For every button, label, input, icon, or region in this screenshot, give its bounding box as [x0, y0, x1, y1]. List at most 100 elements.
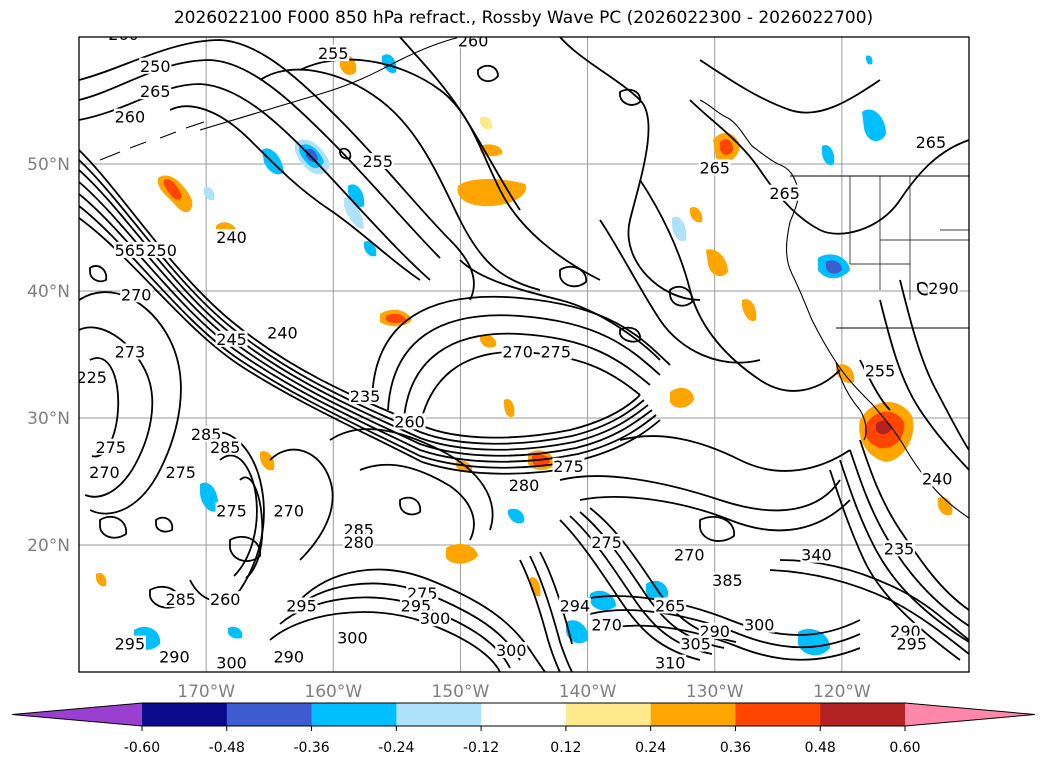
contour-label: 260	[113, 108, 146, 127]
contour-label-halo	[508, 476, 540, 493]
contour-label-halo	[190, 426, 223, 443]
colorbar-bin	[565, 703, 652, 726]
positive-anomaly-patch	[504, 398, 515, 418]
contour-label-text: 310	[655, 654, 686, 673]
contour-label: 300	[495, 641, 528, 660]
contour-label-halo	[654, 597, 687, 614]
contour-label-text: 285	[165, 590, 196, 609]
negative-anomaly-patch	[364, 240, 377, 257]
contour-label-halo	[927, 280, 960, 296]
positive-anomaly-patch	[480, 334, 497, 348]
contour-label-text: 240	[922, 470, 953, 489]
contour-line	[539, 551, 573, 645]
contour-label-text: 270	[591, 616, 622, 635]
contour-label-halo	[501, 343, 534, 360]
contour-label: 295	[113, 635, 146, 654]
contour-label-text: 260	[210, 590, 241, 609]
contour-label: 310	[654, 654, 687, 673]
contour-label-text: 280	[509, 476, 540, 495]
contour-label-halo	[419, 610, 451, 627]
contour-label: 275	[164, 463, 197, 482]
contour-line	[169, 105, 421, 281]
contour-label: 265	[654, 597, 687, 616]
negative-anomaly-patch	[862, 109, 886, 142]
contour-label: 285	[164, 590, 197, 609]
contour-label-text: 273	[115, 343, 146, 362]
contour-label-halo	[457, 37, 490, 49]
contour-line	[769, 569, 969, 655]
contour-line	[229, 535, 261, 562]
contour-label-text: 290	[159, 647, 190, 666]
contour-label-halo	[895, 635, 928, 652]
contour-label: 385	[711, 571, 744, 590]
contour-label-halo	[393, 413, 426, 430]
contour-label-text: 250	[140, 57, 171, 76]
colorbar-tick-label: 0.36	[720, 740, 751, 756]
contour-label-text: 270	[274, 501, 305, 520]
colorbar	[11, 702, 1036, 731]
contour-label-halo	[139, 57, 172, 74]
contour-label-text: 270	[121, 285, 152, 304]
positive-anomaly-patch	[720, 139, 733, 155]
contour-label-text: 300	[216, 654, 247, 673]
contour-line	[477, 64, 499, 82]
contour-label-halo	[209, 438, 242, 455]
contour-label-halo	[113, 108, 146, 125]
longitude-label: 170°W	[177, 682, 235, 702]
contour-line	[79, 326, 154, 498]
contour-label-text: 275	[96, 438, 127, 457]
longitude-label: 140°W	[559, 682, 617, 702]
contour-label-halo	[88, 464, 121, 481]
contour-line	[849, 449, 969, 627]
contour-label-text: 255	[318, 44, 349, 63]
contour-label-halo	[768, 184, 801, 201]
contour-label: 265	[914, 133, 947, 152]
contour-line	[639, 179, 841, 392]
negative-anomaly-patch	[306, 148, 318, 163]
contour-line	[259, 68, 541, 291]
contour-label-halo	[921, 470, 954, 487]
contour-line	[839, 459, 969, 643]
contour-label-text: 295	[115, 635, 146, 654]
contour-label-halo	[800, 546, 833, 563]
contour-label: 255	[864, 362, 896, 381]
contour-label-text: 235	[884, 539, 915, 558]
contour-line	[559, 265, 587, 288]
latitude-label: 50°N	[27, 155, 70, 175]
contour-label: 300	[743, 616, 776, 635]
colorbar-bin	[396, 703, 482, 726]
contour-label: 305	[679, 635, 712, 654]
contour-line	[859, 359, 891, 411]
colorbar-bin	[735, 703, 821, 726]
contour-line	[579, 496, 851, 532]
contour-line	[589, 609, 861, 649]
contour-line	[339, 147, 352, 160]
contour-label-halo	[711, 572, 744, 589]
contour-label: 273	[113, 343, 146, 362]
longitude-label: 130°W	[686, 682, 744, 702]
contour-label: 250	[139, 57, 172, 76]
contour-line	[399, 37, 521, 211]
contour-line	[699, 515, 735, 542]
contour-label-halo	[158, 648, 191, 665]
positive-anomaly-patch	[480, 116, 493, 130]
contour-label-text: 300	[337, 628, 368, 647]
positive-anomaly-patch	[938, 496, 953, 516]
contour-label: 240	[921, 470, 954, 489]
contour-line	[79, 205, 661, 469]
contour-line	[329, 428, 494, 531]
contour-label: 280	[342, 533, 375, 552]
contour-label-halo	[215, 502, 248, 519]
contour-label: 260	[457, 37, 490, 50]
contour-label-halo	[558, 597, 591, 614]
colorbar-over-extension	[905, 703, 1035, 726]
contour-line	[619, 435, 851, 472]
contour-label-halo	[342, 534, 375, 550]
contour-label-halo	[145, 241, 178, 258]
contour-label: 270	[501, 343, 534, 362]
contour-label-text: 300	[420, 609, 451, 628]
contour-label-text: 260	[115, 108, 146, 127]
contour-label-halo	[743, 616, 776, 633]
longitude-label: 160°W	[304, 682, 362, 702]
